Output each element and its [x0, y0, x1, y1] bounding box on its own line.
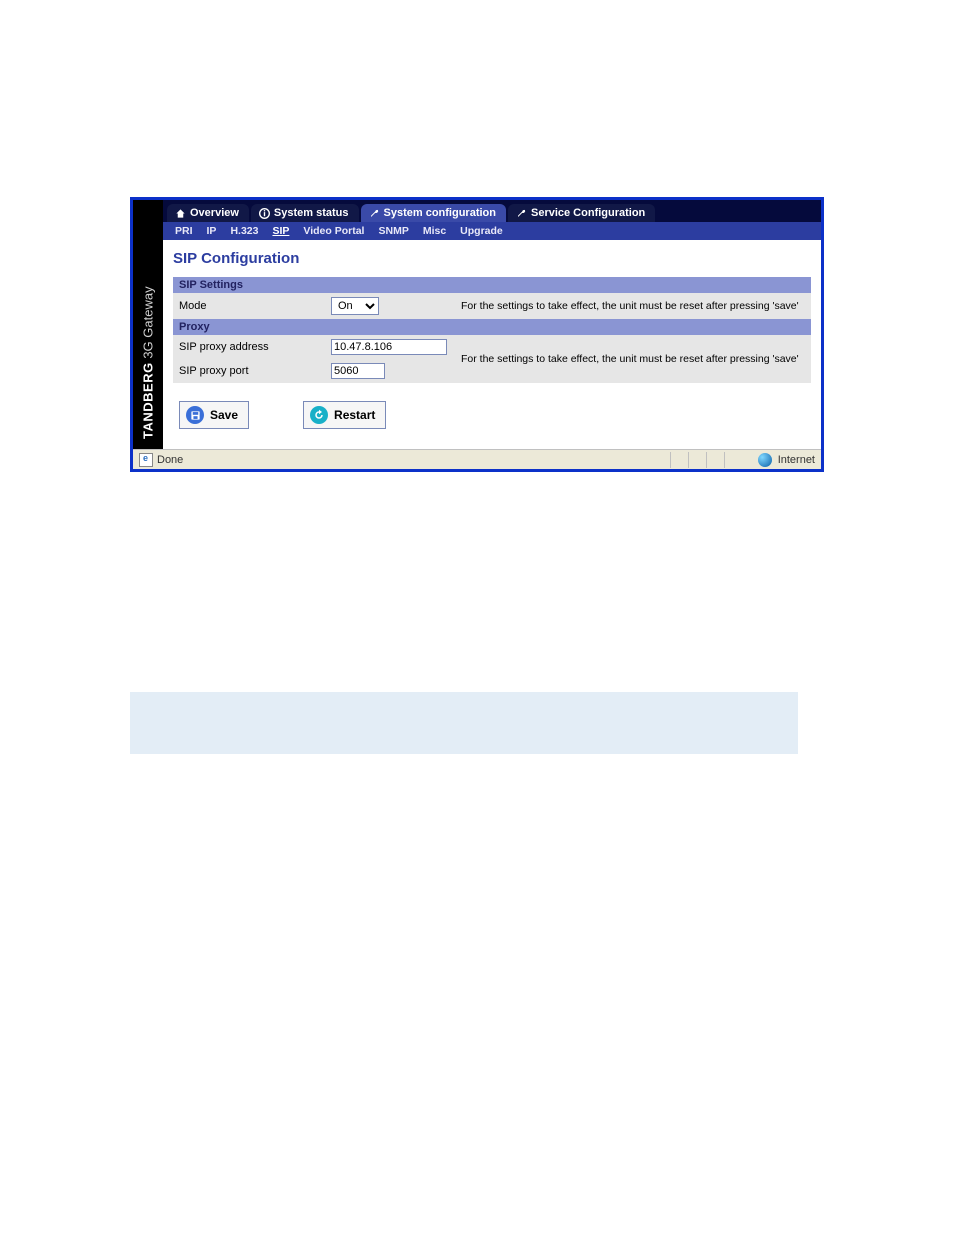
tab-service-configuration[interactable]: Service Configuration	[508, 204, 655, 222]
subtab-ip[interactable]: IP	[207, 225, 217, 237]
proxy-addr-label: SIP proxy address	[173, 335, 325, 359]
subtab-pri[interactable]: PRI	[175, 225, 193, 237]
subtab-upgrade[interactable]: Upgrade	[460, 225, 503, 237]
restart-icon	[310, 406, 328, 424]
restart-button-label: Restart	[334, 408, 375, 422]
status-done: Done	[157, 454, 183, 466]
proxy-port-input[interactable]	[331, 363, 385, 379]
mode-select[interactable]: On	[331, 297, 379, 315]
brand-sidebar: TANDBERG 3G Gateway	[133, 200, 163, 449]
tab-label: System status	[274, 207, 349, 219]
tab-system-configuration[interactable]: System configuration	[361, 204, 506, 222]
statusbar: Done Internet	[133, 449, 821, 469]
tab-overview[interactable]: Overview	[167, 204, 249, 222]
content-area: SIP Configuration SIP Settings Mode On F…	[163, 240, 821, 449]
home-icon	[175, 208, 186, 219]
save-icon	[186, 406, 204, 424]
brand-bold: TANDBERG	[141, 362, 156, 439]
tab-label: Overview	[190, 207, 239, 219]
sip-settings-section: SIP Settings Mode On For the settings to…	[173, 277, 811, 383]
wrench-icon	[516, 208, 527, 219]
primary-tabs: Overview System status System configurat…	[163, 200, 821, 222]
restart-button[interactable]: Restart	[303, 401, 386, 429]
tab-label: Service Configuration	[531, 207, 645, 219]
brand-light: 3G Gateway	[141, 286, 156, 362]
section-heading: SIP Settings	[173, 277, 811, 293]
mode-label: Mode	[173, 293, 325, 319]
tab-system-status[interactable]: System status	[251, 204, 359, 222]
status-zone: Internet	[778, 454, 815, 466]
note-block	[130, 692, 798, 754]
subtab-misc[interactable]: Misc	[423, 225, 446, 237]
wrench-icon	[369, 208, 380, 219]
save-button-label: Save	[210, 408, 238, 422]
proxy-port-label: SIP proxy port	[173, 359, 325, 383]
proxy-note: For the settings to take effect, the uni…	[455, 335, 811, 383]
secondary-tabs: PRI IP H.323 SIP Video Portal SNMP Misc …	[163, 222, 821, 240]
proxy-addr-input[interactable]	[331, 339, 447, 355]
section-heading: Proxy	[173, 319, 811, 335]
subtab-video-portal[interactable]: Video Portal	[303, 225, 364, 237]
subtab-h323[interactable]: H.323	[230, 225, 258, 237]
globe-icon	[758, 453, 772, 467]
mode-note: For the settings to take effect, the uni…	[455, 293, 811, 319]
page-title: SIP Configuration	[173, 250, 811, 267]
subtab-sip[interactable]: SIP	[272, 225, 289, 237]
save-button[interactable]: Save	[179, 401, 249, 429]
tab-label: System configuration	[384, 207, 496, 219]
page-icon	[139, 453, 153, 467]
status-cells	[670, 452, 742, 468]
browser-window: TANDBERG 3G Gateway Overview System st	[130, 197, 824, 472]
info-icon	[259, 208, 270, 219]
subtab-snmp[interactable]: SNMP	[378, 225, 408, 237]
